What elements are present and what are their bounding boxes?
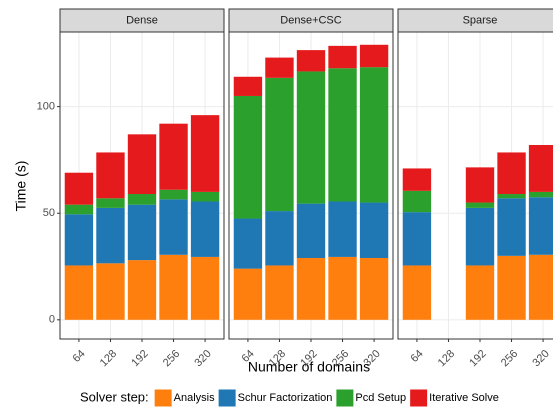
- bar-segment: [465, 202, 495, 208]
- bar-segment: [465, 167, 495, 203]
- legend-key: [218, 389, 236, 407]
- bar-segment: [296, 257, 326, 320]
- bar-segment: [359, 44, 389, 68]
- bar-segment: [497, 198, 526, 256]
- legend-key: [154, 389, 172, 407]
- x-tick-label: 128: [436, 348, 457, 369]
- bar-segment: [402, 265, 432, 320]
- bar-segment: [402, 168, 432, 191]
- facet-title: Dense+CSC: [280, 14, 342, 26]
- legend-key: [410, 389, 428, 407]
- bar-segment: [159, 123, 188, 190]
- bar-segment: [127, 204, 157, 261]
- bar-segment: [159, 189, 188, 200]
- bar-segment: [96, 198, 125, 208]
- bar-segment: [64, 214, 94, 266]
- facet-title: Sparse: [463, 14, 498, 26]
- bar-segment: [528, 197, 553, 255]
- legend-label: Schur Factorization: [238, 392, 333, 404]
- bar-segment: [528, 144, 553, 192]
- bar-segment: [127, 134, 157, 195]
- legend-key: [336, 389, 354, 407]
- bar-segment: [465, 265, 495, 320]
- panel-border: [397, 31, 553, 340]
- bar-segment: [265, 211, 294, 266]
- bar-segment: [127, 260, 157, 320]
- bar-segment: [528, 254, 553, 320]
- bar-segment: [402, 212, 432, 266]
- bar-segment: [296, 203, 326, 258]
- bar-segment: [96, 152, 125, 199]
- bar-segment: [159, 254, 188, 320]
- x-tick-label: 320: [530, 348, 551, 369]
- panel-border: [228, 31, 394, 340]
- bar-segment: [64, 172, 94, 205]
- x-tick-label: 64: [409, 348, 426, 365]
- bar-segment: [296, 71, 326, 204]
- bar-segment: [190, 256, 220, 320]
- panel-border: [59, 31, 225, 340]
- bar-segment: [190, 191, 220, 202]
- bar-segment: [497, 152, 526, 195]
- bar-segment: [233, 76, 263, 96]
- bar-segment: [265, 77, 294, 212]
- bar-segment: [402, 190, 432, 213]
- bar-segment: [465, 207, 495, 266]
- x-tick-label: 256: [499, 348, 520, 369]
- facet-title: Dense: [126, 14, 158, 26]
- bar-segment: [328, 256, 357, 320]
- bar-segment: [265, 57, 294, 78]
- y-tick-label: 100: [37, 101, 55, 113]
- bar-segment: [296, 50, 326, 72]
- bar-segment: [64, 204, 94, 215]
- legend-label: Pcd Setup: [355, 392, 406, 404]
- bar-segment: [233, 95, 263, 219]
- bar-segment: [96, 207, 125, 264]
- legend-label: Iterative Solve: [429, 392, 499, 404]
- bar-segment: [497, 255, 526, 320]
- bar-segment: [359, 257, 389, 320]
- bar-segment: [497, 194, 526, 199]
- y-axis-title: Time (s): [13, 161, 29, 212]
- bar-segment: [328, 68, 357, 202]
- bar-segment: [233, 268, 263, 320]
- bar-segment: [528, 191, 553, 198]
- legend-title: Solver step:: [80, 389, 149, 404]
- y-tick-label: 0: [49, 314, 55, 326]
- bar-segment: [64, 265, 94, 320]
- bar-segment: [265, 265, 294, 320]
- bar-segment: [233, 218, 263, 269]
- bar-segment: [190, 201, 220, 257]
- y-tick-label: 50: [43, 207, 55, 219]
- bar-segment: [359, 202, 389, 258]
- x-tick-label: 128: [98, 348, 119, 369]
- x-tick-label: 320: [192, 348, 213, 369]
- bar-segment: [359, 67, 389, 203]
- bar-segment: [159, 199, 188, 255]
- x-tick-label: 256: [161, 348, 182, 369]
- bar-segment: [328, 45, 357, 69]
- bar-segment: [96, 263, 125, 320]
- bar-segment: [190, 115, 220, 192]
- x-axis-title: Number of domains: [248, 359, 370, 375]
- x-tick-label: 64: [71, 348, 88, 365]
- bar-segment: [127, 194, 157, 205]
- legend-label: Analysis: [174, 392, 215, 404]
- x-tick-label: 192: [467, 348, 488, 369]
- x-tick-label: 192: [129, 348, 150, 369]
- bar-segment: [328, 201, 357, 257]
